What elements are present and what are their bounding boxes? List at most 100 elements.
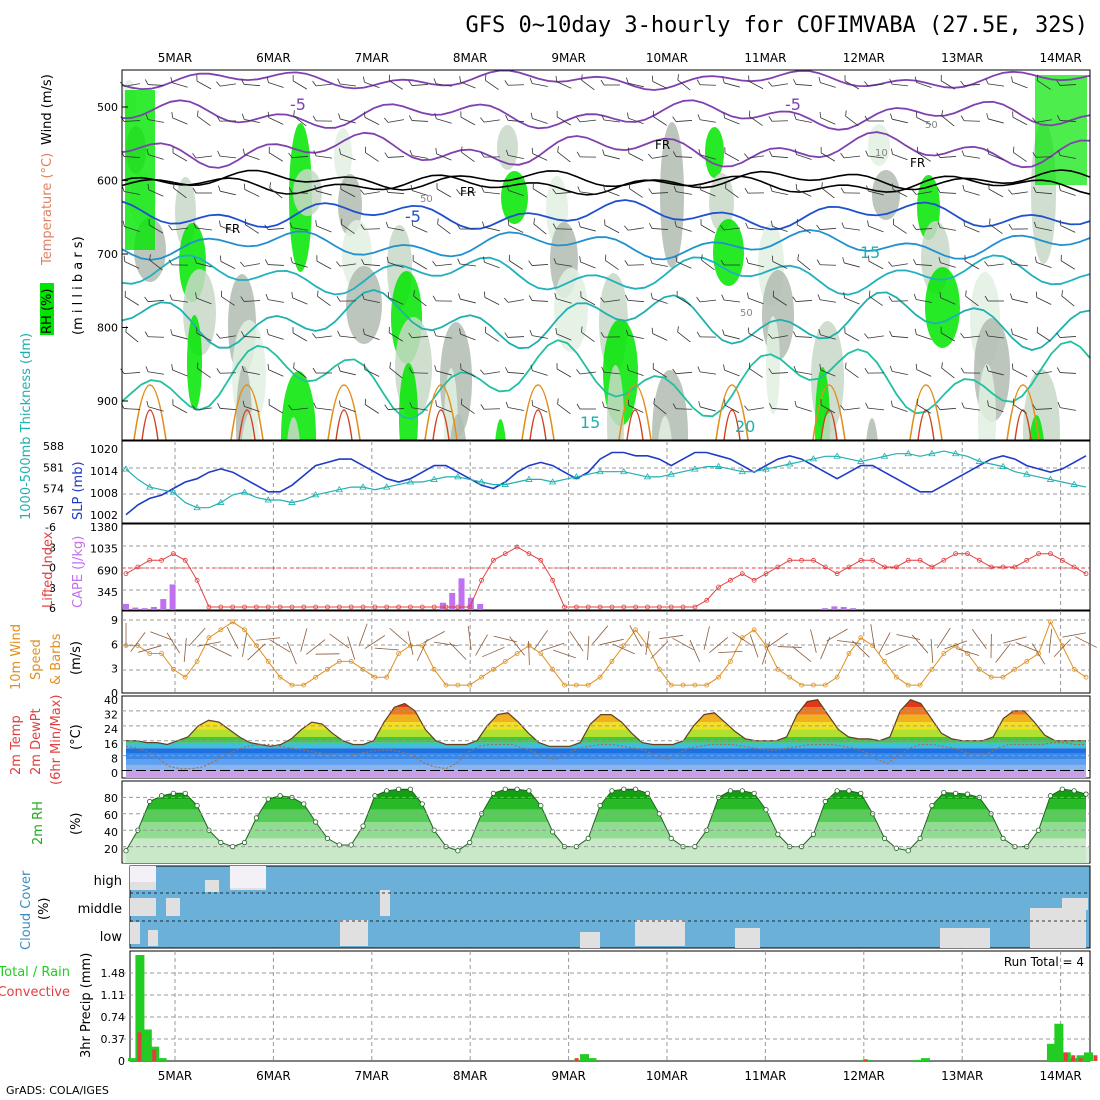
wind-barb [721, 294, 740, 303]
barb-flag [673, 186, 677, 192]
barb-flag [768, 81, 773, 87]
precip-total-bar [1084, 1052, 1093, 1061]
barb-shaft [244, 118, 260, 124]
barb-shaft [532, 405, 548, 413]
surface-wind-barb [358, 623, 368, 647]
barb-shaft [844, 227, 860, 231]
wind-axis-label-1: 10m Wind [9, 624, 24, 690]
barb-flag [601, 366, 605, 373]
wind-speed-point [893, 674, 899, 680]
cape-axis-label: CAPE (J/kg) [71, 536, 86, 608]
barb-shaft [819, 227, 837, 231]
barb-shaft [820, 334, 836, 340]
barb-shaft [531, 300, 549, 302]
barb-flag [528, 260, 533, 266]
wind-barb [217, 402, 237, 411]
barb-shaft [892, 189, 908, 197]
rh-point [170, 790, 177, 796]
barb-flag [864, 367, 869, 374]
barb-shaft [340, 118, 356, 124]
wind-barb [389, 362, 403, 379]
barb-flag [172, 147, 174, 154]
freeze-label: FR [460, 185, 475, 199]
wind-barb [605, 254, 619, 270]
barb-flag [123, 255, 126, 262]
barb-shaft [628, 82, 644, 88]
wind-barb [820, 147, 836, 162]
surface-wind-barb [209, 645, 232, 657]
barb-flag [288, 187, 293, 193]
wind-barb [456, 223, 476, 230]
barb-shaft [604, 119, 620, 123]
barb-shaft [628, 334, 644, 340]
surface-wind-barb [528, 640, 530, 666]
lifted-index-point [775, 564, 781, 570]
barb-flag [241, 113, 245, 120]
barb-flag [1057, 115, 1061, 121]
lifted-index-point [443, 604, 449, 610]
wind-barb [844, 327, 860, 342]
tick-label: 1020 [90, 443, 118, 456]
wind-barb [338, 113, 356, 124]
barb-shaft [269, 639, 291, 653]
barb-shaft [772, 261, 788, 269]
wind-barb [1060, 254, 1075, 270]
lifted-index-point [1024, 557, 1030, 563]
barb-flag [216, 368, 221, 374]
wind-barb [652, 110, 667, 126]
barb-shaft [676, 191, 692, 195]
barb-shaft [412, 155, 428, 159]
surface-wind-barb [1075, 636, 1097, 648]
barb-shaft [196, 80, 212, 90]
temp-contour [121, 99, 1091, 131]
wind-barb [1011, 76, 1028, 89]
barb-flag [170, 77, 173, 83]
barb-flag [890, 400, 893, 407]
barb-shaft [820, 152, 836, 162]
surface-wind-barb [475, 634, 488, 656]
surface-wind-barb [612, 643, 635, 655]
wind-speed-point [846, 651, 852, 656]
barb-flag [697, 114, 701, 120]
wind-barb [911, 189, 932, 195]
wind-barb [533, 218, 547, 235]
barb-shaft [196, 227, 212, 231]
lifted-index-point [147, 557, 153, 563]
barb-shaft [604, 154, 620, 160]
surface-wind-barb [749, 634, 759, 658]
barb-shaft [411, 335, 429, 339]
barb-shaft [125, 296, 139, 306]
barb-shaft [964, 225, 980, 233]
surface-wind-barb [1032, 643, 1046, 665]
thickness-point [1070, 480, 1078, 487]
barb-shaft [484, 261, 500, 269]
barb-flag [269, 182, 271, 189]
barb-flag [914, 328, 917, 335]
barb-flag [556, 111, 558, 117]
wind-barb [385, 221, 404, 231]
barb-shaft [364, 334, 380, 340]
wind-barb [218, 220, 236, 233]
barb-shaft [988, 153, 1004, 161]
cape-bar [132, 607, 139, 610]
wind-barb [266, 328, 284, 340]
wind-speed-point [882, 659, 887, 664]
wind-barb [889, 365, 908, 376]
surface-wind-barb [820, 636, 831, 660]
wind-barb [216, 115, 237, 122]
wind-barb [553, 258, 572, 267]
cloud-gap [130, 922, 140, 944]
wind-speed-point [621, 643, 627, 648]
rh-shade [705, 127, 724, 178]
rh-shade [187, 315, 202, 410]
barb-flag [653, 398, 655, 405]
barb-flag [989, 218, 991, 225]
wind-barb [264, 259, 285, 266]
precip-total-bar [157, 1058, 167, 1061]
thickness-point [1023, 470, 1031, 477]
barb-shaft [196, 407, 212, 411]
wind-speed-point [277, 674, 283, 680]
temp-contour [121, 339, 1091, 420]
surface-wind-barb [709, 636, 729, 654]
